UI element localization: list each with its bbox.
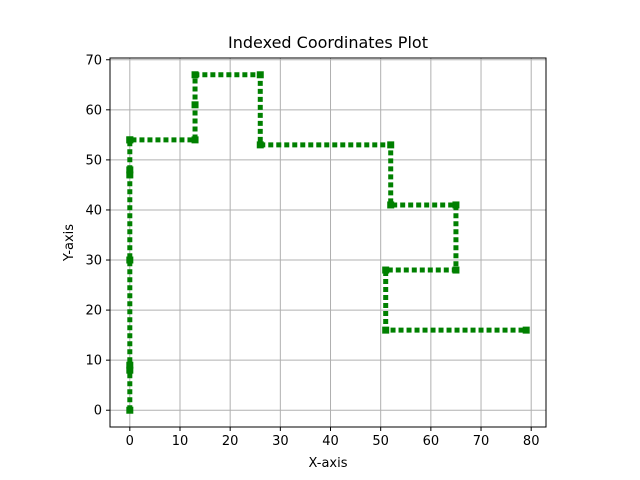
data-point — [522, 326, 530, 334]
data-point — [387, 141, 395, 149]
y-tick-label: 50 — [85, 153, 102, 168]
y-tick-label: 40 — [85, 203, 102, 218]
y-tick-label: 20 — [85, 304, 102, 319]
x-tick-label: 70 — [473, 434, 490, 449]
x-tick-label: 20 — [222, 434, 239, 449]
x-axis-label: X-axis — [309, 456, 348, 471]
data-point — [126, 166, 134, 174]
data-point — [126, 256, 134, 264]
data-point — [452, 201, 460, 209]
data-point — [126, 136, 134, 144]
data-point — [126, 406, 134, 414]
chart-title: Indexed Coordinates Plot — [228, 33, 428, 52]
data-point — [126, 366, 134, 374]
data-point — [191, 101, 199, 109]
x-tick-label: 30 — [272, 434, 289, 449]
data-point — [382, 326, 390, 334]
x-tick-label: 50 — [372, 434, 389, 449]
y-tick-label: 60 — [85, 103, 102, 118]
data-point — [387, 201, 395, 209]
x-tick-label: 60 — [423, 434, 440, 449]
x-tick-label: 80 — [523, 434, 540, 449]
data-point — [452, 266, 460, 274]
x-tick-label: 10 — [172, 434, 189, 449]
data-point — [382, 266, 390, 274]
grid — [110, 58, 546, 427]
data-point — [256, 141, 264, 149]
y-tick-label: 70 — [85, 53, 102, 68]
y-tick-label: 0 — [94, 404, 102, 419]
ticks: 0 10 20 30 40 50 60 70 80 0 10 20 30 40 50 60 70 — [85, 53, 539, 449]
plot-frame — [109, 57, 547, 428]
series-layer — [126, 71, 530, 414]
data-point — [256, 71, 264, 79]
y-tick-label: 10 — [85, 354, 102, 369]
y-tick-label: 30 — [85, 254, 102, 269]
data-point — [126, 171, 134, 179]
x-tick-label: 0 — [126, 434, 134, 449]
data-point — [191, 71, 199, 79]
data-point — [126, 361, 134, 369]
data-point — [191, 136, 199, 144]
x-tick-label: 40 — [322, 434, 339, 449]
y-axis-label: Y-axis — [62, 224, 77, 262]
